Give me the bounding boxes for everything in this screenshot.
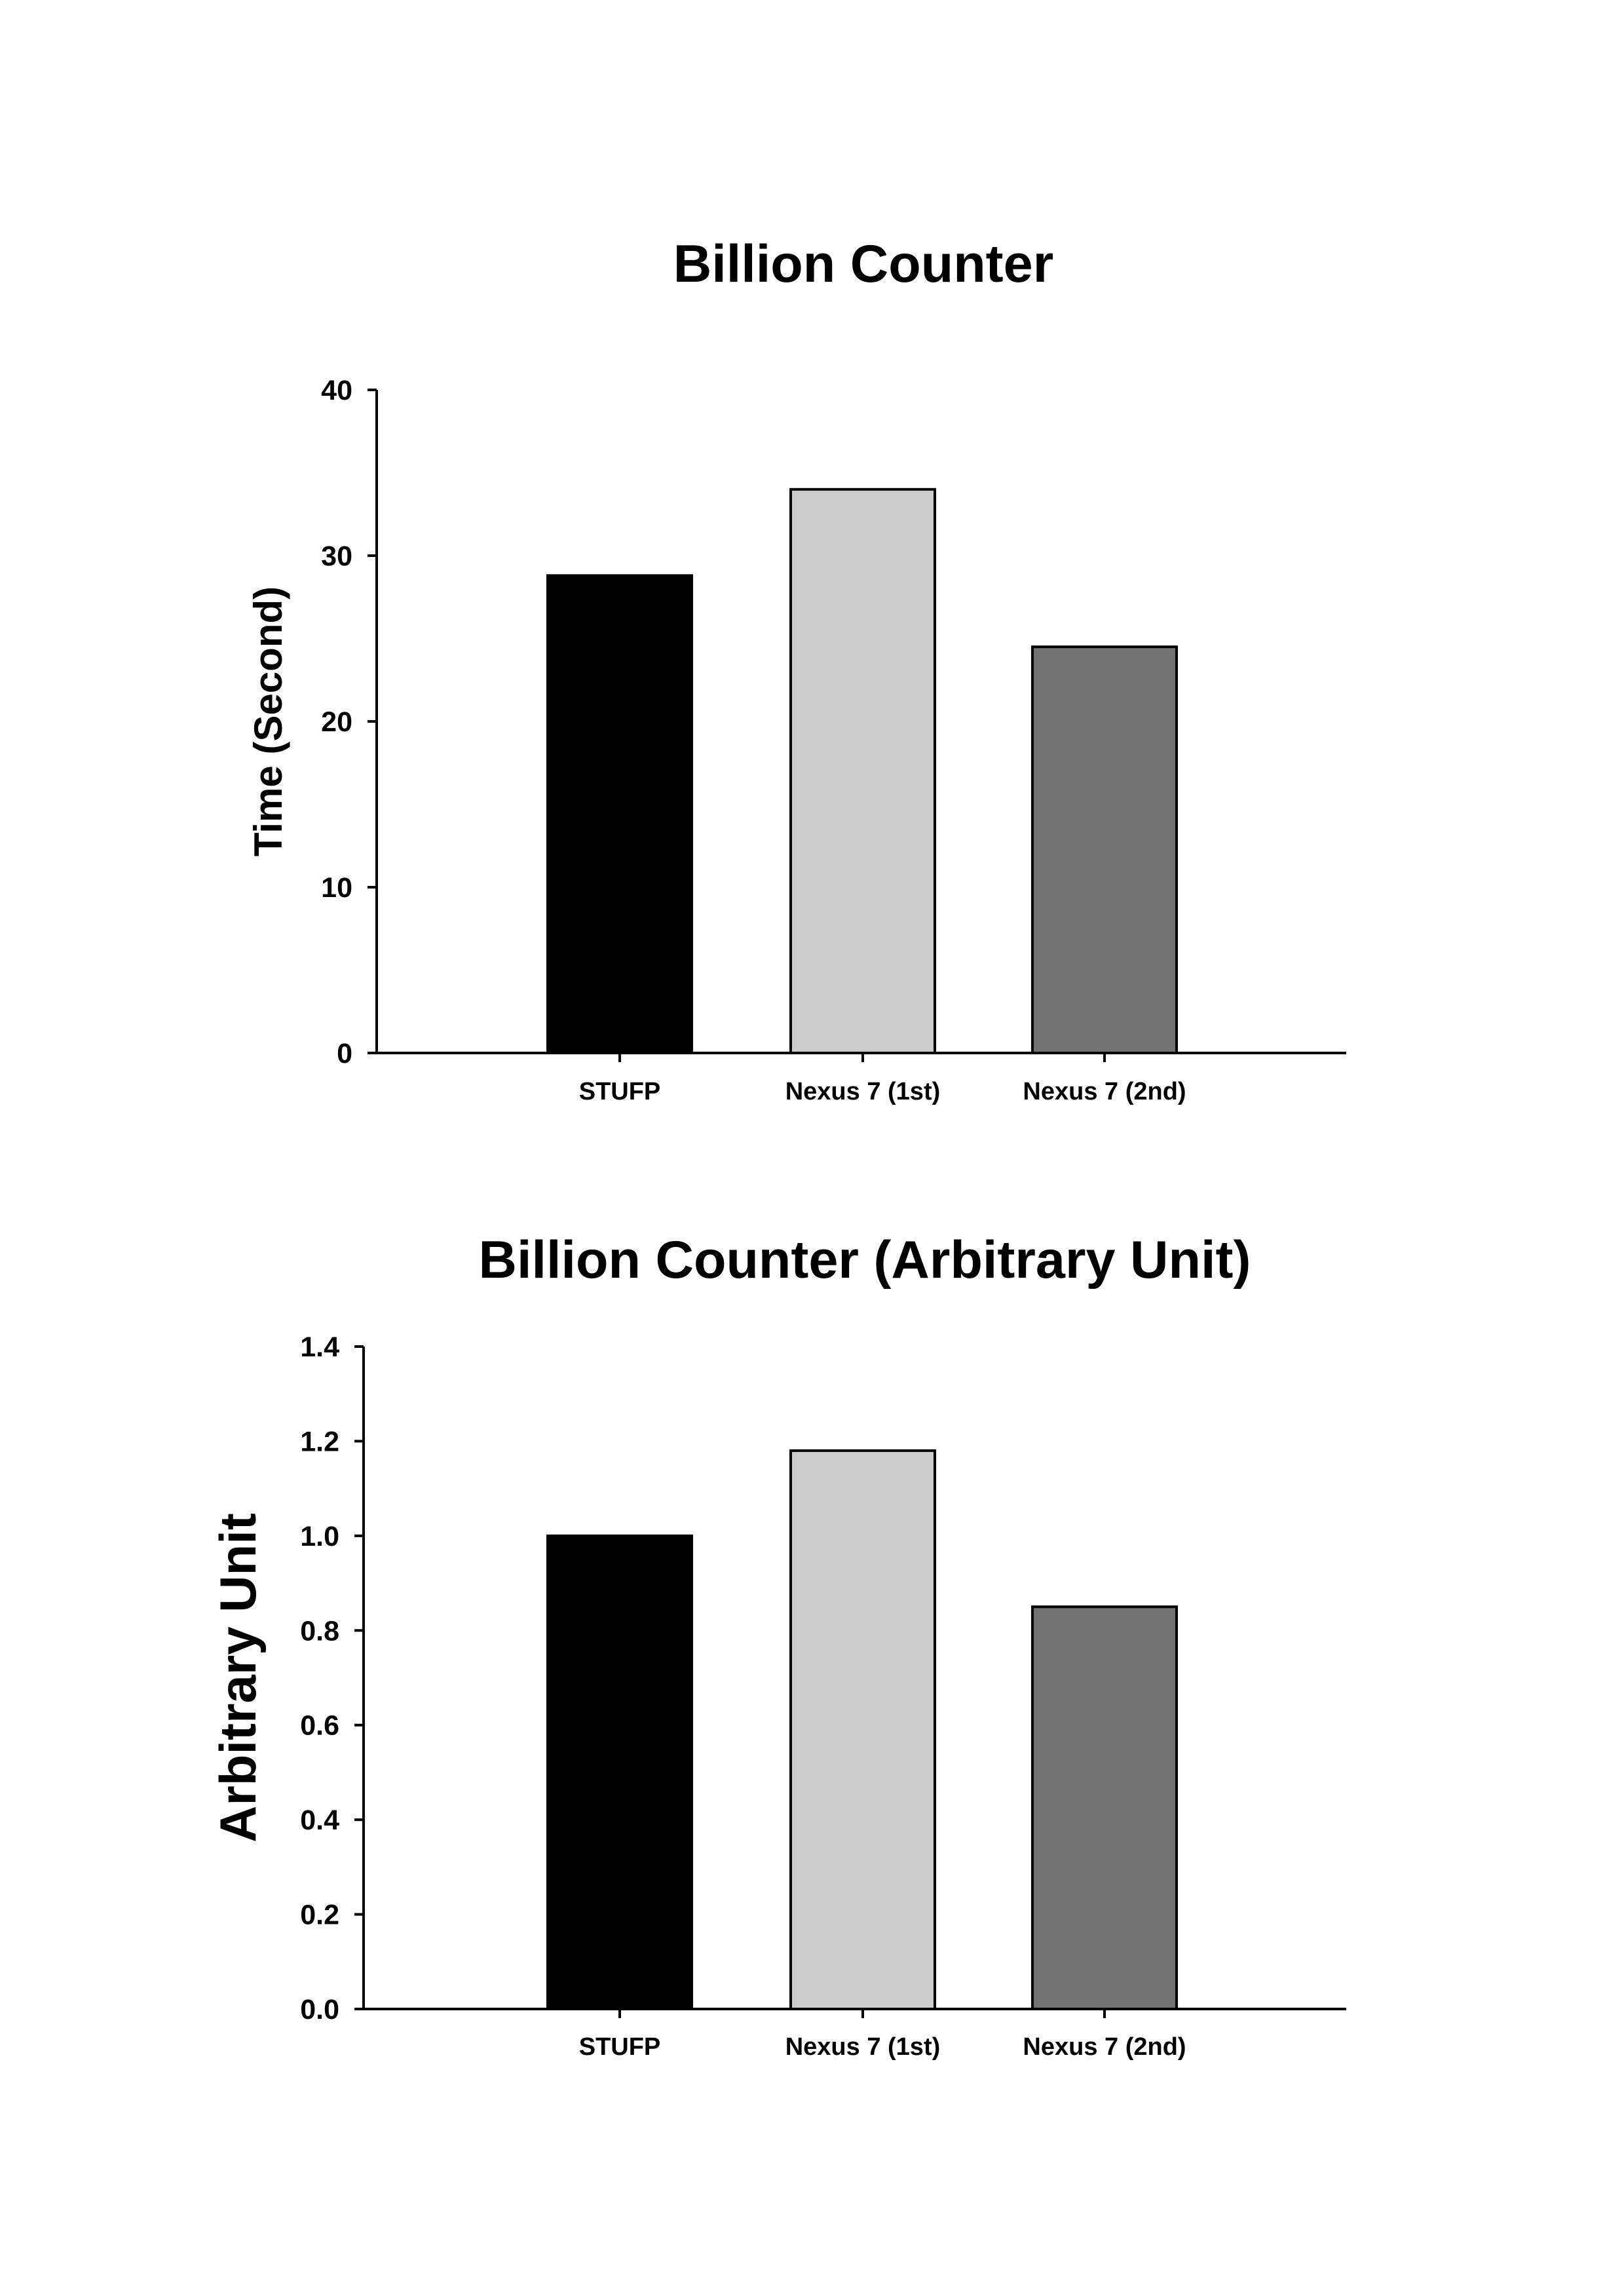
y-tick-label: 40	[321, 375, 352, 406]
y-tick-label: 1.2	[300, 1426, 339, 1457]
x-category-label: Nexus 7 (1st)	[785, 1078, 941, 1105]
y-tick-label: 0.6	[300, 1710, 339, 1742]
bar-nexus-7-2nd	[1031, 645, 1178, 1054]
chart-title: Billion Counter	[673, 235, 1053, 294]
y-tick-label: 20	[321, 706, 352, 738]
y-tick-label: 0	[337, 1038, 352, 1069]
x-category-label: Nexus 7 (2nd)	[1023, 2033, 1186, 2061]
time-chart: Billion Counter Time (Second) 0 10 20 30 40 STU…	[246, 235, 1346, 1105]
y-tick-label: 1.4	[300, 1331, 339, 1363]
y-axis-title: Time (Second)	[246, 586, 290, 856]
y-tick-label: 1.0	[300, 1521, 339, 1552]
chart-title: Billion Counter (Arbitrary Unit)	[479, 1231, 1251, 1290]
y-tick-label: 0.8	[300, 1615, 339, 1647]
y-axis-title: Arbitrary Unit	[209, 1513, 267, 1843]
y-tick-label: 0.0	[300, 1994, 339, 2025]
x-category-label: Nexus 7 (1st)	[785, 2033, 941, 2061]
bar-nexus-7-1st	[789, 1449, 936, 2010]
bar-nexus-7-1st	[789, 488, 936, 1054]
bar-stufp	[546, 574, 693, 1054]
arbitrary-unit-chart: Billion Counter (Arbitrary Unit) Arbitrar…	[209, 1231, 1346, 2061]
y-tick-label: 10	[321, 872, 352, 904]
x-category-label: STUFP	[579, 2033, 661, 2061]
y-tick-label: 30	[321, 541, 352, 572]
bar-stufp	[546, 1534, 693, 2011]
bar-nexus-7-2nd	[1031, 1605, 1178, 2010]
x-category-label: Nexus 7 (2nd)	[1023, 1078, 1186, 1105]
y-tick-label: 0.2	[300, 1900, 339, 1931]
x-category-label: STUFP	[579, 1078, 661, 1105]
y-tick-label: 0.4	[300, 1805, 339, 1836]
